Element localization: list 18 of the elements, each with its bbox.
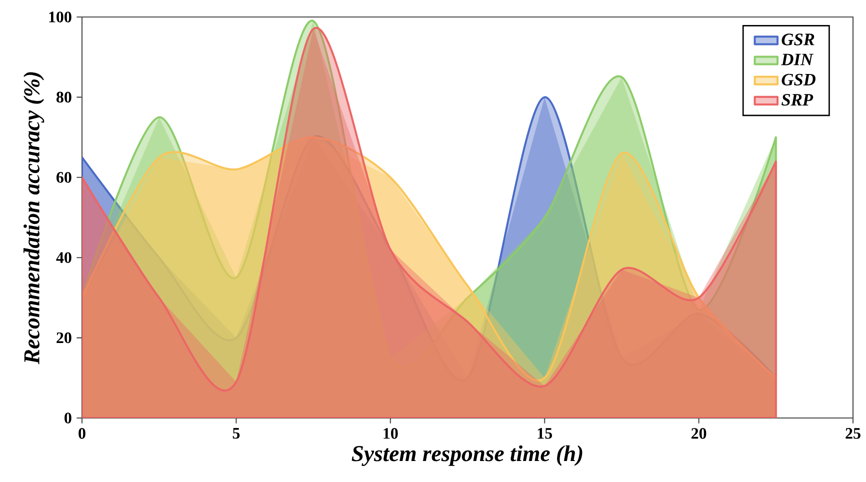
y-tick-label: 40 xyxy=(56,252,72,263)
legend-label: DIN xyxy=(781,54,814,66)
x-tick-label: 0 xyxy=(78,428,86,439)
y-tick-label: 100 xyxy=(49,12,72,22)
legend-label: GSD xyxy=(782,74,816,86)
x-tick-label: 25 xyxy=(846,428,860,439)
legend-label: GSR xyxy=(782,34,814,46)
legend-label: SRP xyxy=(782,94,814,106)
y-tick-label: 0 xyxy=(64,412,72,424)
x-axis-title: System response time (h) xyxy=(352,445,582,466)
y-axis-title: Recommendation accuracy (%) xyxy=(24,72,44,364)
x-tick-label: 15 xyxy=(538,428,552,439)
y-tick-label: 20 xyxy=(56,332,72,344)
x-tick-label: 20 xyxy=(691,428,706,439)
x-tick-label: 10 xyxy=(384,428,398,439)
y-tick-label: 80 xyxy=(56,92,72,103)
x-tick-label: 5 xyxy=(232,428,240,439)
y-tick-label: 60 xyxy=(56,172,72,183)
